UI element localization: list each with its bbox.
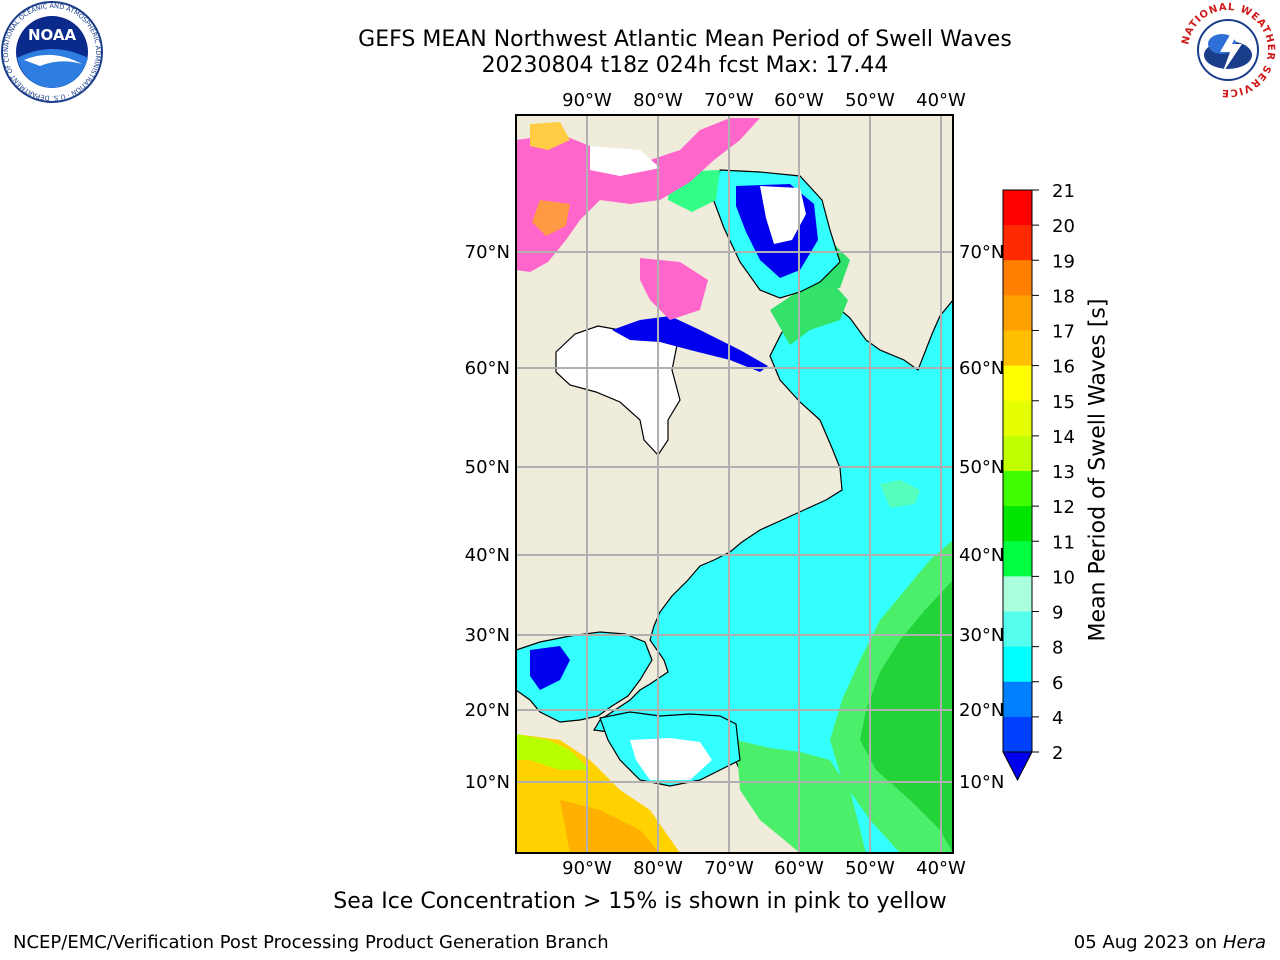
swell-patch-south: [736, 740, 866, 853]
colorbar-swatch: [1003, 716, 1032, 753]
lon-label: 70°W: [704, 90, 754, 111]
lat-labels-right: 70°N 60°N 50°N 40°N 30°N 20°N 10°N: [959, 242, 1004, 793]
colorbar-ticks: 21 20 19 18 17 16 15 14 13 12 11 10 9 8 6 4 2: [1032, 181, 1075, 764]
colorbar-tick-label: 12: [1052, 497, 1075, 518]
colorbar-swatch: [1003, 190, 1032, 226]
lat-label: 10°N: [959, 772, 1004, 793]
colorbar: [1002, 189, 1033, 782]
footer-credit: NCEP/EMC/Verification Post Processing Pr…: [13, 932, 609, 953]
colorbar-tick-label: 10: [1052, 567, 1075, 588]
colorbar-swatch: [1003, 435, 1032, 472]
colorbar-swatch: [1003, 295, 1032, 331]
colorbar-tick-label: 20: [1052, 216, 1075, 237]
sea-ice-note: Sea Ice Concentration > 15% is shown in …: [333, 889, 947, 914]
pacific-swell-inner: [560, 800, 660, 853]
lon-labels-top: 90°W 80°W 70°W 60°W 50°W 40°W: [562, 90, 966, 111]
lat-label: 20°N: [959, 700, 1004, 721]
map-subtitle: 20230804 t18z 024h fcst Max: 17.44: [481, 53, 889, 78]
lat-label: 50°N: [959, 457, 1004, 478]
lat-label: 60°N: [465, 358, 510, 379]
lon-label: 50°W: [845, 858, 895, 879]
lat-label: 40°N: [959, 545, 1004, 566]
nws-logo: NATIONAL WEATHER SERVICE: [1180, 2, 1276, 98]
footer-date-text: 05 Aug 2023 on: [1073, 932, 1218, 953]
lat-label: 40°N: [465, 545, 510, 566]
footer-date: 05 Aug 2023 on Hera: [1074, 932, 1266, 953]
map-field: [516, 115, 953, 853]
colorbar-tick-label: 4: [1052, 708, 1063, 729]
noaa-logo-text: NOAA: [28, 26, 77, 44]
lon-label: 90°W: [562, 858, 612, 879]
colorbar-tick-label: 15: [1052, 392, 1075, 413]
colorbar-tick-label: 8: [1052, 638, 1063, 659]
colorbar-swatch: [1003, 330, 1032, 367]
lon-label: 40°W: [916, 858, 966, 879]
lat-label: 60°N: [959, 358, 1004, 379]
colorbar-swatch: [1003, 506, 1032, 542]
baffin-blank: [760, 186, 806, 244]
noaa-logo: NATIONAL OCEANIC AND ATMOSPHERIC ADMINIS…: [0, 0, 103, 103]
colorbar-tick-label: 13: [1052, 462, 1075, 483]
colorbar-tick-label: 18: [1052, 286, 1075, 307]
caribbean-blank: [630, 738, 712, 780]
colorbar-swatch: [1003, 576, 1032, 612]
colorbar-extension: [1002, 751, 1033, 782]
lat-label: 30°N: [465, 625, 510, 646]
sea-ice-orange-patch: [532, 200, 570, 236]
lon-label: 60°W: [774, 90, 824, 111]
colorbar-swatch: [1003, 365, 1032, 402]
lat-labels-left: 70°N 60°N 50°N 40°N 30°N 20°N 10°N: [465, 242, 510, 793]
sea-ice-yellow-patch: [530, 122, 570, 150]
lon-label: 90°W: [562, 90, 612, 111]
lat-label: 10°N: [465, 772, 510, 793]
sea-ice-north: [516, 118, 760, 272]
colorbar-tick-label: 11: [1052, 532, 1075, 553]
graticule: [516, 115, 953, 853]
lon-labels-bottom: 90°W 80°W 70°W 60°W 50°W 40°W: [562, 858, 966, 879]
colorbar-swatch: [1003, 225, 1032, 261]
colorbar-swatch: [1003, 646, 1032, 683]
lat-label: 70°N: [959, 242, 1004, 263]
swell-patch-labrador: [770, 280, 848, 345]
lat-label: 70°N: [465, 242, 510, 263]
lat-label: 30°N: [959, 625, 1004, 646]
map-frame: [515, 114, 954, 854]
sea-ice-white: [590, 146, 660, 176]
colorbar-tick-label: 2: [1052, 743, 1063, 764]
lon-label: 80°W: [633, 858, 683, 879]
footer-host: Hera: [1222, 932, 1266, 953]
colorbar-swatch: [1003, 611, 1032, 648]
gulf-low-swell: [530, 646, 570, 690]
lon-label: 60°W: [774, 858, 824, 879]
lon-label: 70°W: [704, 858, 754, 879]
colorbar-tick-label: 19: [1052, 251, 1075, 272]
colorbar-swatch: [1003, 260, 1032, 296]
swell-patch-core: [860, 580, 953, 853]
lon-label: 40°W: [916, 90, 966, 111]
colorbar-swatch: [1003, 541, 1032, 577]
lon-label: 50°W: [845, 90, 895, 111]
colorbar-tick-label: 9: [1052, 603, 1063, 624]
map-title: GEFS MEAN Northwest Atlantic Mean Period…: [358, 27, 1012, 52]
colorbar-swatch: [1003, 681, 1032, 718]
swell-patch-mid: [880, 480, 920, 508]
lat-label: 50°N: [465, 457, 510, 478]
colorbar-tick-label: 16: [1052, 357, 1075, 378]
colorbar-tick-label: 17: [1052, 322, 1075, 343]
colorbar-tick-label: 14: [1052, 427, 1075, 448]
lon-label: 80°W: [633, 90, 683, 111]
colorbar-tick-label: 21: [1052, 181, 1075, 202]
lat-label: 20°N: [465, 700, 510, 721]
colorbar-swatch: [1003, 400, 1032, 437]
colorbar-swatch: [1003, 471, 1032, 507]
colorbar-tick-label: 6: [1052, 673, 1063, 694]
colorbar-title: Mean Period of Swell Waves [s]: [1085, 298, 1111, 642]
pacific-swell-edge: [516, 734, 590, 770]
